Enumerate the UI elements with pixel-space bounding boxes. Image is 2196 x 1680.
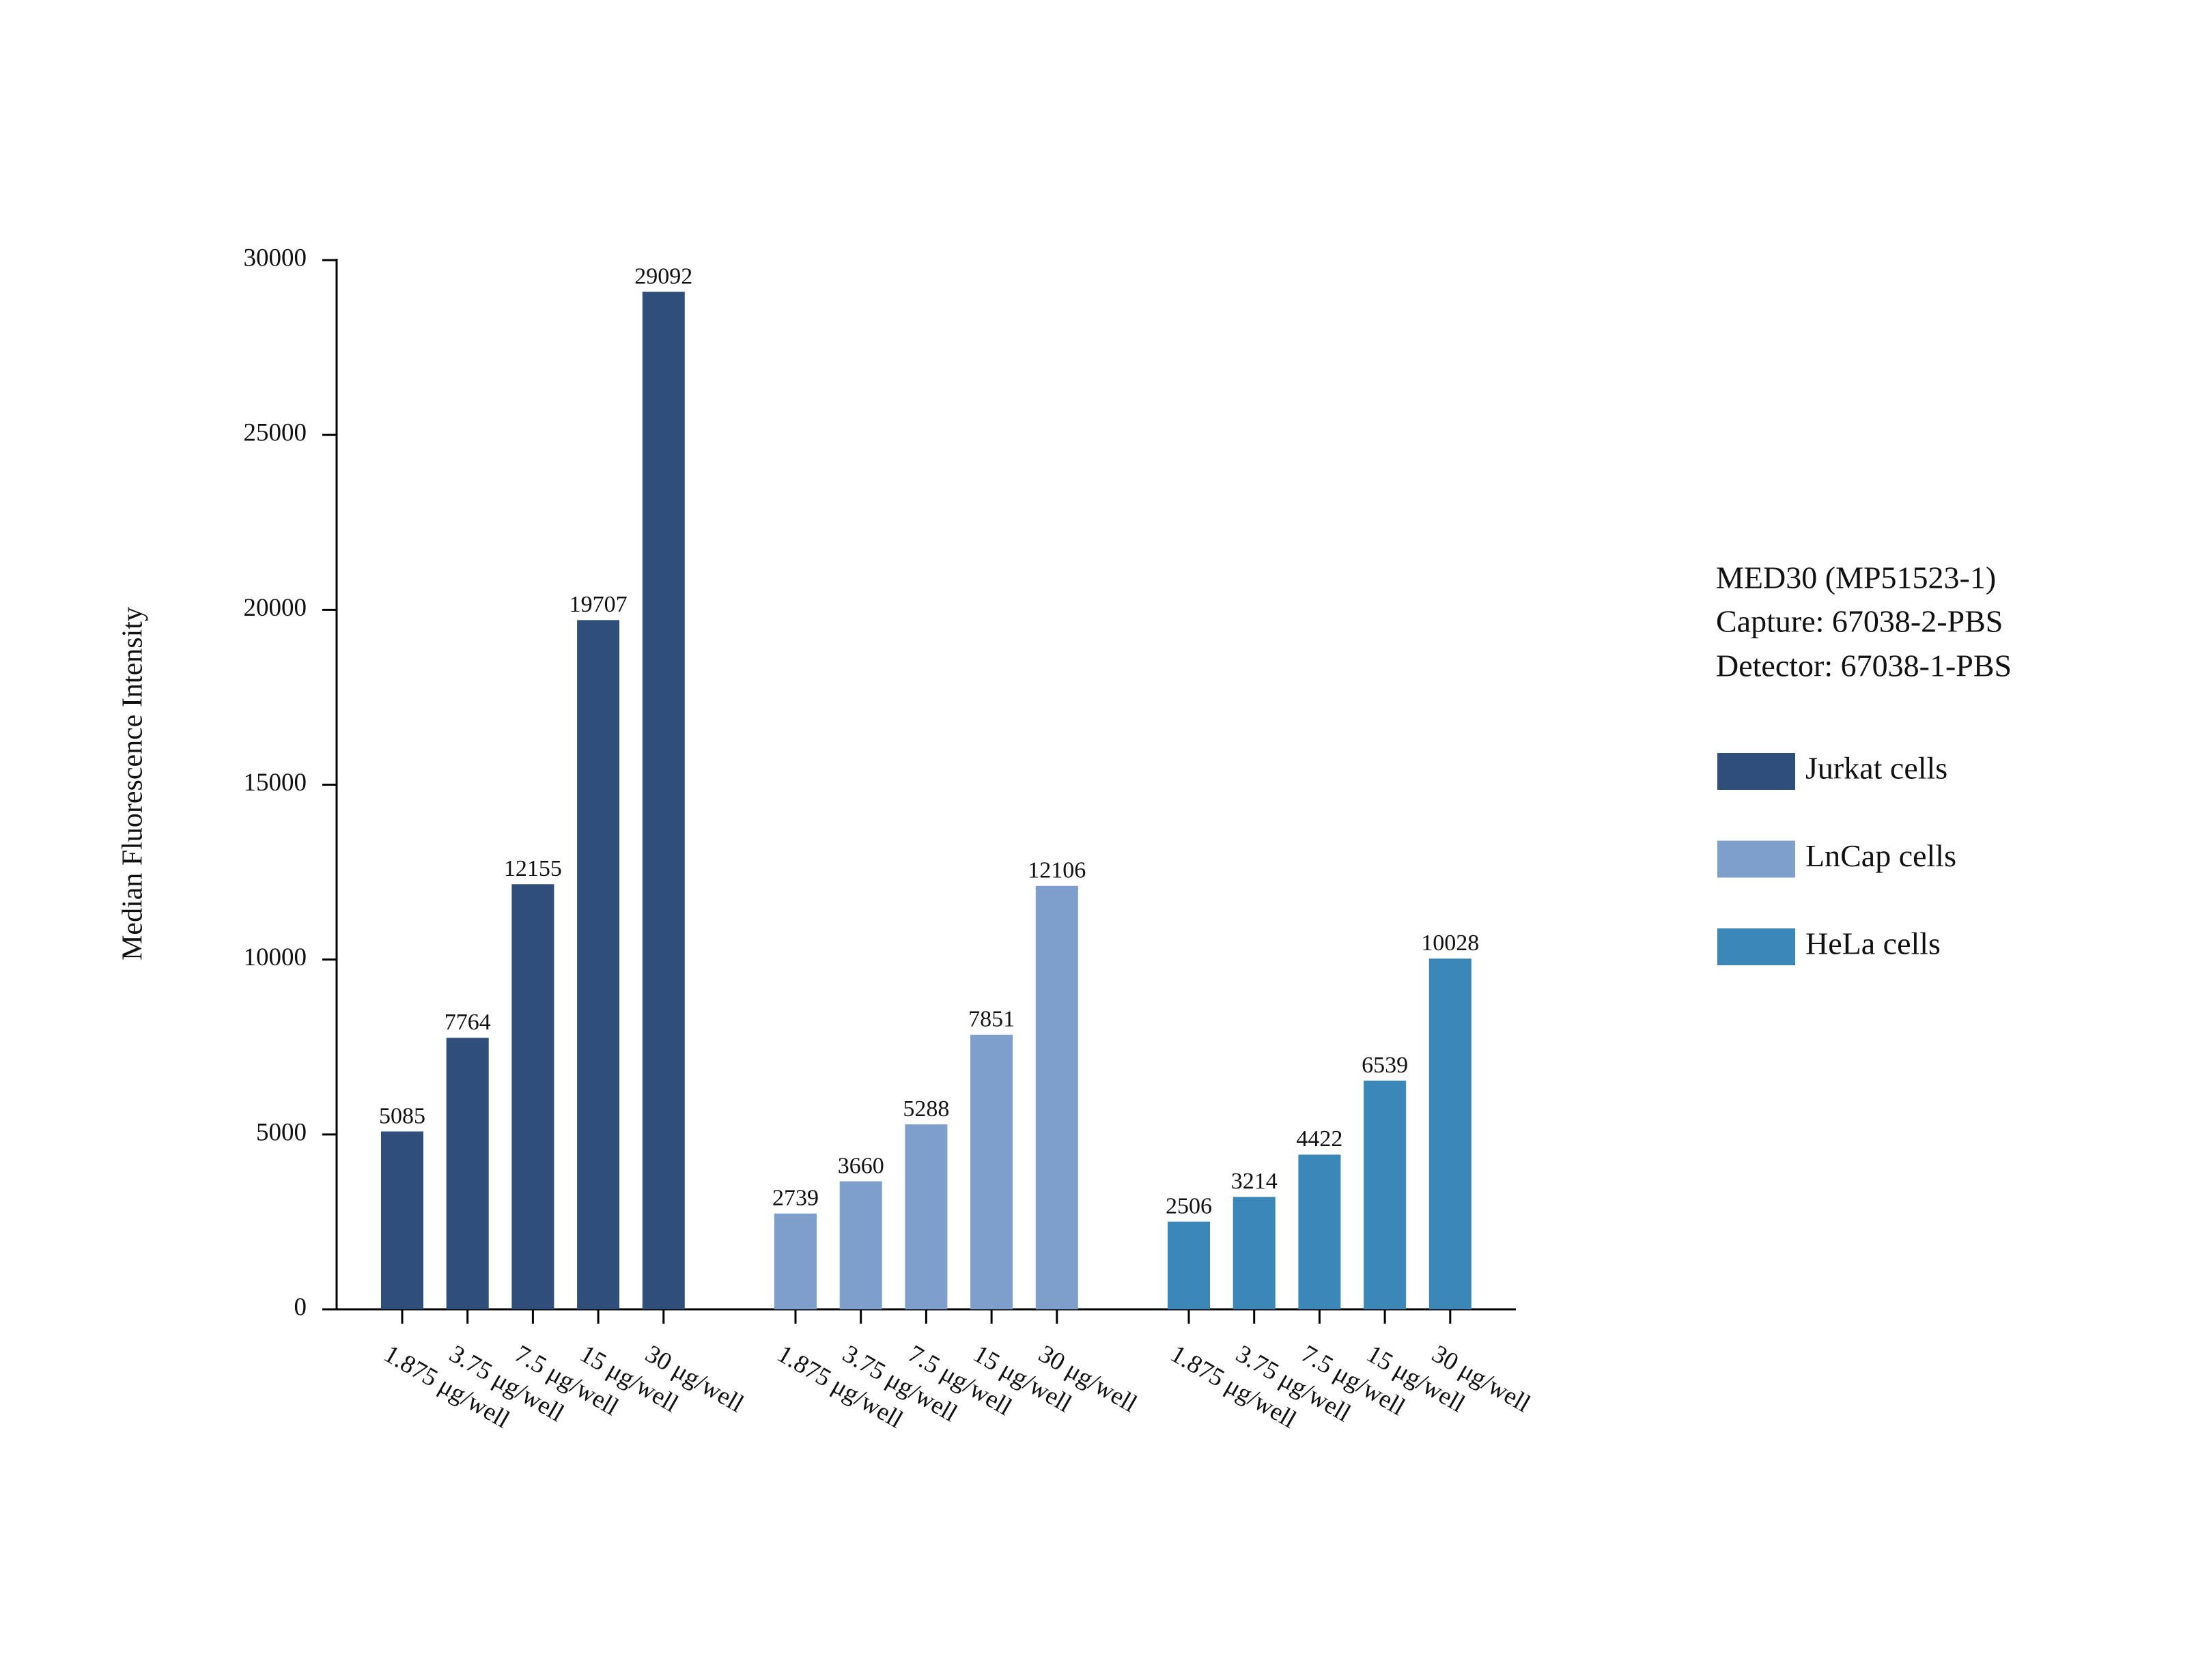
- bar: [1233, 1197, 1276, 1309]
- bar: [642, 291, 685, 1309]
- bar: [1168, 1221, 1210, 1309]
- y-tick-label: 20000: [244, 594, 307, 622]
- value-label: 3660: [838, 1153, 884, 1178]
- bar: [511, 884, 554, 1309]
- y-tick-label: 25000: [244, 419, 307, 447]
- annotation: Capture: 67038-2-PBS: [1716, 604, 2003, 639]
- value-label: 3214: [1231, 1169, 1278, 1194]
- bar: [970, 1034, 1013, 1309]
- bar: [905, 1124, 948, 1309]
- bar: [1428, 958, 1472, 1309]
- y-tick-label: 30000: [244, 244, 307, 272]
- bar: [381, 1131, 423, 1309]
- legend-label: Jurkat cells: [1805, 751, 1947, 786]
- annotation: Detector: 67038-1-PBS: [1716, 649, 2012, 683]
- value-label: 5288: [903, 1096, 949, 1122]
- y-axis-label: Median Fluorescence Intensity: [117, 607, 149, 960]
- value-label: 29092: [634, 264, 692, 289]
- value-label: 12106: [1028, 858, 1086, 883]
- value-label: 10028: [1421, 930, 1479, 956]
- legend-label: LnCap cells: [1805, 838, 1956, 873]
- value-label: 7764: [445, 1010, 491, 1035]
- value-label: 7851: [968, 1007, 1015, 1032]
- legend-swatch: [1717, 928, 1795, 965]
- value-label: 12155: [504, 856, 562, 881]
- legend-swatch: [1717, 840, 1795, 878]
- annotation: MED30 (MP51523-1): [1716, 560, 1996, 595]
- value-label: 6539: [1362, 1053, 1408, 1078]
- value-label: 5085: [379, 1103, 425, 1128]
- bar: [774, 1213, 817, 1309]
- bar: [1298, 1154, 1341, 1309]
- bar: [1364, 1080, 1407, 1309]
- bar: [1035, 885, 1078, 1309]
- y-tick-label: 15000: [244, 769, 307, 797]
- bar: [577, 620, 620, 1309]
- legend-label: HeLa cells: [1805, 926, 1941, 961]
- y-tick-label: 10000: [244, 943, 307, 971]
- bar: [839, 1181, 882, 1309]
- legend-swatch: [1717, 753, 1795, 790]
- value-label: 4422: [1296, 1126, 1342, 1152]
- y-tick-label: 5000: [256, 1118, 307, 1146]
- value-label: 2506: [1166, 1193, 1212, 1219]
- y-tick-label: 0: [294, 1293, 307, 1321]
- value-label: 2739: [772, 1185, 819, 1210]
- value-label: 19707: [569, 592, 628, 617]
- bar: [446, 1038, 489, 1309]
